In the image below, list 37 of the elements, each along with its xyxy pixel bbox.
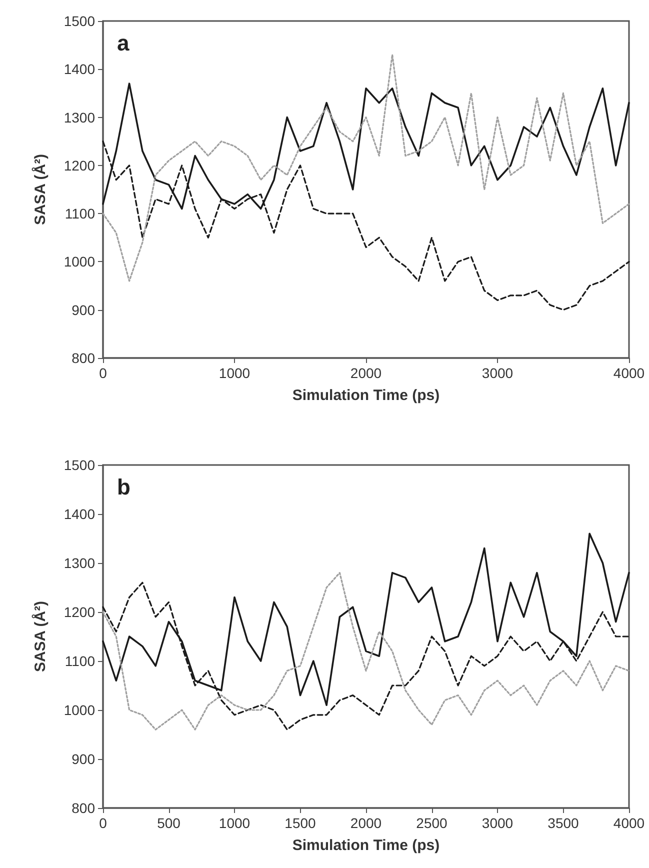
x-tick-label: 0 <box>99 815 108 831</box>
line-series <box>102 54 630 282</box>
x-tick-label: 3000 <box>482 365 514 381</box>
x-tick-label: 1500 <box>284 815 316 831</box>
y-tick-label: 1000 <box>64 254 96 270</box>
x-tick-label: 1000 <box>218 365 250 381</box>
y-tick-label: 1300 <box>64 109 96 126</box>
y-tick-label: 1000 <box>64 702 96 718</box>
x-tick-label: 0 <box>99 365 108 381</box>
y-tick-label: 1400 <box>64 61 96 78</box>
y-tick-label: 1500 <box>64 13 96 29</box>
y-tick-label: 1200 <box>64 604 96 620</box>
y-tick-label: 1400 <box>64 506 96 522</box>
y-tick-label: 1300 <box>64 555 96 571</box>
y-tick-label: 900 <box>72 302 96 318</box>
x-tick-label: 2500 <box>416 815 448 831</box>
chart-title: b <box>117 474 130 500</box>
y-tick-label: 1500 <box>64 457 96 473</box>
y-tick-label: 800 <box>72 800 96 816</box>
y-tick-label: 1200 <box>64 157 96 174</box>
y-axis-title: SASA (Å²) <box>31 600 49 672</box>
x-tick-label: 4000 <box>613 365 645 381</box>
x-tick-label: 4000 <box>613 815 645 831</box>
x-tick-label: 500 <box>157 815 181 831</box>
y-tick-label: 900 <box>72 751 96 767</box>
x-tick-label: 3000 <box>482 815 514 831</box>
y-axis-title: SASA (Å²) <box>31 154 49 226</box>
x-tick-label: 2000 <box>350 365 382 381</box>
x-axis-title: Simulation Time (ps) <box>292 837 440 854</box>
y-tick-label: 800 <box>72 350 96 366</box>
x-tick-label: 1000 <box>218 815 250 831</box>
x-axis-title: Simulation Time (ps) <box>292 387 440 404</box>
y-tick-label: 1100 <box>64 206 96 222</box>
y-tick-label: 1100 <box>64 653 96 669</box>
x-tick-label: 2000 <box>350 815 382 831</box>
chart-title: a <box>117 30 130 56</box>
x-tick-label: 3500 <box>548 815 580 831</box>
